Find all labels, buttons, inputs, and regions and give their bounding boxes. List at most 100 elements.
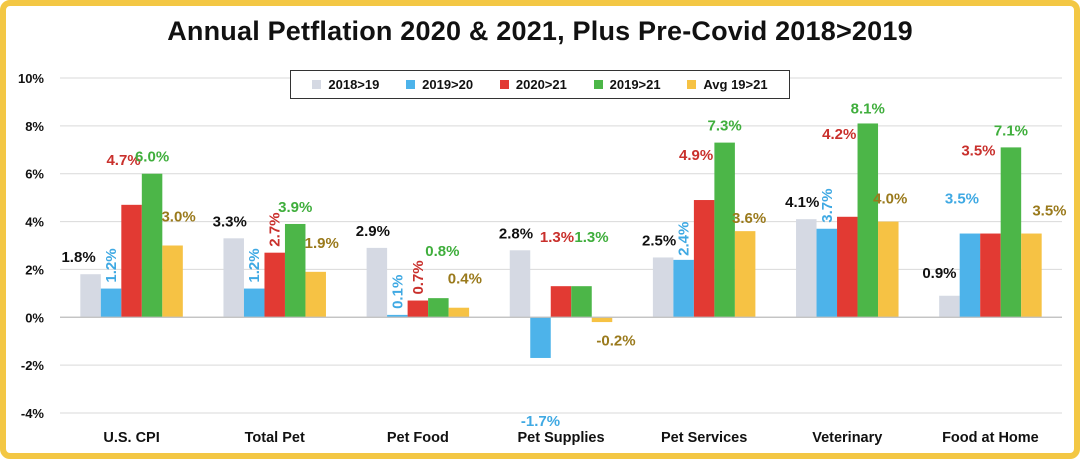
bar	[734, 231, 756, 318]
legend-swatch	[406, 80, 416, 89]
bar	[530, 317, 551, 358]
legend-label: Avg 19>21	[703, 77, 768, 92]
chart-legend: 2018>19 2019>20 2020>21 2019>21 Avg 19>21	[290, 70, 790, 99]
legend-swatch	[687, 80, 697, 89]
x-tick-label: Veterinary	[812, 430, 882, 446]
bar	[1000, 147, 1022, 318]
bar	[980, 233, 1001, 318]
data-label: 2.7%	[267, 212, 284, 246]
data-label: 2.9%	[356, 223, 390, 240]
bar	[837, 216, 858, 318]
data-label: 1.8%	[61, 249, 95, 266]
data-label: 3.9%	[278, 199, 312, 216]
data-label: 2.4%	[676, 222, 693, 256]
chart-title: Annual Petflation 2020 & 2021, Plus Pre-…	[167, 16, 913, 46]
data-label: 7.1%	[994, 122, 1028, 139]
bar	[693, 200, 715, 318]
bar	[550, 286, 572, 318]
y-tick-label: 2%	[25, 262, 44, 277]
bar	[652, 257, 674, 318]
y-tick-label: 4%	[25, 215, 44, 230]
x-tick-label: Pet Food	[387, 430, 449, 446]
bar	[243, 288, 265, 318]
data-label: 0.8%	[425, 243, 459, 260]
legend-label: 2020>21	[515, 77, 567, 92]
data-label: 4.7%	[106, 152, 140, 169]
bar	[448, 307, 470, 318]
legend-item: 2019>21	[593, 77, 661, 92]
y-tick-label: -4%	[21, 406, 45, 421]
data-label: 4.2%	[822, 126, 856, 143]
data-label: 3.3%	[213, 213, 247, 230]
bar	[571, 286, 592, 318]
data-label: 3.0%	[161, 209, 195, 226]
bar	[796, 219, 817, 318]
bar	[878, 221, 899, 318]
data-label: 1.9%	[305, 235, 339, 252]
x-tick-label: Total Pet	[245, 430, 305, 446]
data-label: 8.1%	[851, 100, 885, 117]
data-label: 0.7%	[410, 260, 427, 294]
legend-swatch	[499, 80, 509, 89]
bar	[509, 250, 531, 318]
bar	[428, 298, 449, 318]
bar	[857, 123, 879, 318]
legend-label: 2019>20	[422, 77, 474, 92]
data-label: -0.2%	[596, 332, 635, 349]
bar	[1021, 233, 1042, 318]
legend-item: Avg 19>21	[687, 77, 768, 92]
bar	[366, 247, 388, 318]
bar	[714, 142, 735, 318]
data-label: 1.2%	[246, 248, 263, 282]
bar	[407, 300, 429, 318]
legend-item: 2020>21	[499, 77, 567, 92]
legend-swatch	[312, 80, 322, 89]
data-label: 1.3%	[574, 229, 608, 246]
data-label: 7.3%	[708, 118, 742, 135]
bar	[80, 274, 101, 318]
bar	[939, 295, 960, 318]
y-tick-label: 0%	[25, 310, 44, 325]
data-label: 0.4%	[448, 271, 482, 288]
data-label: 3.5%	[1032, 203, 1066, 220]
bar	[223, 238, 244, 318]
bar	[673, 259, 694, 318]
legend-swatch	[593, 80, 603, 89]
x-tick-label: Pet Services	[661, 430, 747, 446]
bar	[284, 223, 306, 318]
y-tick-label: -2%	[21, 358, 45, 373]
bar	[959, 233, 981, 318]
data-label: 3.5%	[961, 143, 995, 160]
bar	[591, 317, 613, 323]
bar	[264, 252, 285, 318]
data-label: 0.9%	[922, 265, 956, 282]
legend-label: 2018>19	[328, 77, 380, 92]
bar	[816, 228, 838, 318]
bar	[121, 204, 142, 318]
data-label: 2.5%	[642, 232, 676, 249]
data-label: 3.6%	[732, 210, 766, 227]
bar	[141, 173, 163, 318]
data-label: 0.1%	[389, 275, 406, 309]
legend-item: 2018>19	[312, 77, 379, 92]
data-label: 4.1%	[785, 194, 819, 211]
data-label: 3.7%	[819, 189, 836, 223]
bar	[162, 245, 183, 318]
data-label: 1.2%	[103, 248, 120, 282]
legend-label: 2019>21	[609, 77, 661, 92]
y-tick-label: 10%	[18, 71, 44, 86]
bar	[100, 288, 122, 318]
y-tick-label: 8%	[25, 119, 44, 134]
legend-item: 2019>20	[406, 77, 473, 92]
data-label: 3.5%	[945, 191, 979, 208]
data-label: 2.8%	[499, 225, 533, 242]
bar	[387, 314, 408, 318]
data-label: 1.3%	[540, 229, 574, 246]
x-tick-label: Food at Home	[942, 430, 1039, 446]
bar	[305, 271, 326, 318]
x-tick-label: U.S. CPI	[103, 430, 159, 446]
data-label: -1.7%	[521, 413, 560, 430]
data-label: 4.9%	[679, 147, 713, 164]
y-tick-label: 6%	[25, 167, 44, 182]
